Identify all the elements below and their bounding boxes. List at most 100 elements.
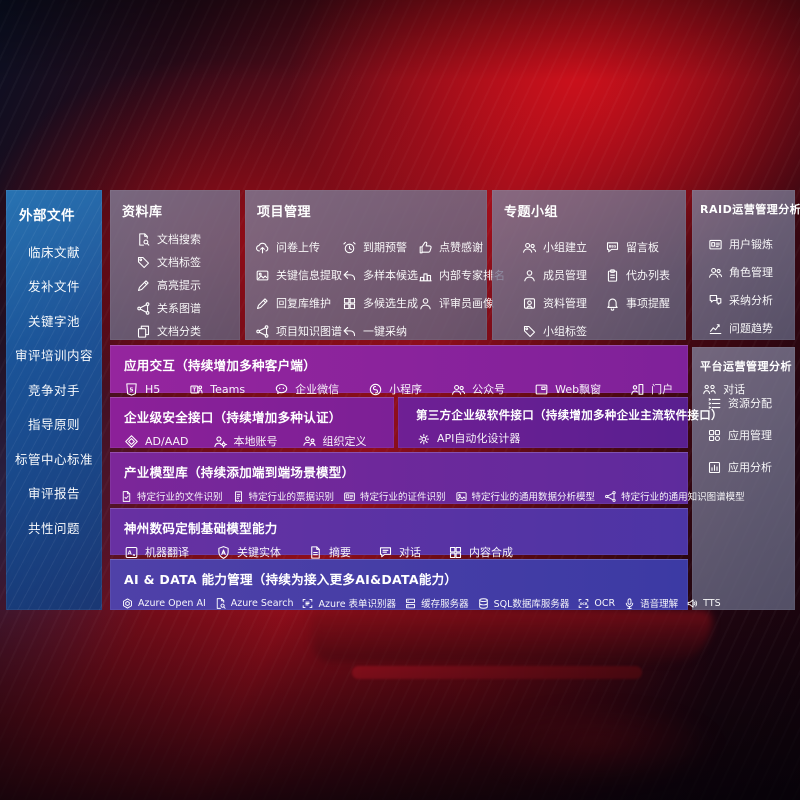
image-icon: [255, 268, 270, 283]
feature-item: 特定行业的通用数据分析模型: [455, 488, 596, 504]
feature-item: 文档标签: [136, 254, 201, 270]
feature-label: API自动化设计器: [437, 432, 521, 445]
feature-item: 门户: [630, 381, 673, 397]
feature-item: 问卷上传: [255, 239, 342, 255]
feature-label: 文档标签: [157, 256, 201, 269]
feature-label: 特定行业的通用数据分析模型: [471, 492, 596, 503]
chat-icon: [378, 545, 393, 560]
row-security-items: AD/AAD 本地账号 组织定义: [110, 429, 394, 449]
sidebar-item: 临床文献: [27, 244, 80, 260]
feature-column: 资源分配 应用管理 应用分析: [707, 395, 772, 475]
feature-item: 本地账号: [213, 433, 278, 449]
server-stack-icon: [404, 597, 417, 610]
feature-item: 项目知识图谱: [255, 323, 342, 339]
sidebar-item: 发补文件: [27, 279, 80, 295]
feature-item: 特定行业的通用知识图谱模型: [604, 488, 745, 504]
feature-label: 小组标签: [543, 325, 587, 338]
feature-label: Azure Open AI: [138, 597, 206, 609]
qa-icon: [708, 293, 723, 308]
feature-item: 应用分析: [707, 459, 772, 475]
feature-item: 对话: [702, 381, 745, 397]
person-icon: [418, 296, 433, 311]
row-base-models-title: 神州数码定制基础模型能力: [124, 521, 278, 536]
feature-item: 小组标签: [522, 323, 605, 339]
feature-column: 点赞感谢 内部专家排名 评审员画像: [418, 239, 505, 339]
feature-label: 资料管理: [543, 297, 587, 310]
feature-item: 小程序: [368, 381, 422, 397]
tag-icon: [136, 255, 151, 270]
feature-label: 企业微信: [295, 383, 340, 396]
panel-platform-title: 平台运营管理分析: [700, 360, 792, 373]
feature-item: 文档搜索: [136, 231, 201, 247]
sidebar-item: 关键字池: [27, 313, 80, 329]
external-files-panel: 外部文件 临床文献 发补文件 关键字池 审评培训内容 竞争对手 指导原则 标管中心标准 审评报…: [6, 190, 102, 610]
speaker-icon: [686, 597, 699, 610]
feature-label: 事项提醒: [626, 297, 670, 310]
float-window-icon: [534, 382, 549, 397]
panel-platform-items: 资源分配 应用管理 应用分析: [692, 381, 795, 475]
feature-label: 代办列表: [626, 269, 670, 282]
feature-label: 特定行业的通用知识图谱模型: [621, 492, 745, 503]
translate-icon: [124, 545, 139, 560]
external-files-title: 外部文件: [19, 208, 75, 224]
panel-topic-groups-title: 专题小组: [504, 205, 559, 220]
ad-icon: [124, 434, 139, 449]
feature-item: 成员管理: [522, 267, 605, 283]
feature-item: 语音理解: [623, 595, 678, 611]
feature-label: 应用分析: [728, 461, 772, 474]
feature-label: 公众号: [472, 383, 506, 396]
feature-label: 回复库维护: [276, 297, 331, 310]
feature-label: 一键采纳: [363, 325, 407, 338]
feature-item: Web飘窗: [534, 381, 601, 397]
portal-icon: [630, 382, 645, 397]
feature-item: 缓存服务器: [404, 595, 469, 611]
feature-item: 代办列表: [605, 267, 670, 283]
feature-item: 用户锻炼: [708, 236, 773, 252]
feature-label: 内部专家排名: [439, 269, 505, 282]
wechat-icon: [274, 382, 289, 397]
feature-item: TTS: [686, 595, 721, 611]
network-icon: [604, 490, 617, 503]
api-gear-icon: [416, 431, 431, 446]
monitor-bezel-shape: [312, 610, 712, 662]
row-security-title: 企业级安全接口（持续增加多种认证）: [124, 410, 342, 425]
puzzle-icon: [448, 545, 463, 560]
feature-item: 小组建立: [522, 239, 605, 255]
feature-label: 对话: [399, 546, 421, 559]
feature-label: 成员管理: [543, 269, 587, 282]
feature-item: 采纳分析: [708, 292, 773, 308]
feature-item: 机器翻译: [124, 544, 189, 560]
panel-raid-title: RAID运营管理分析: [700, 203, 800, 216]
feature-item: 关键实体: [216, 544, 281, 560]
row-models-title: 产业模型库（持续添加端到端场景模型）: [124, 465, 355, 480]
feature-label: 问卷上传: [276, 241, 320, 254]
row-ai-data-title: AI & DATA 能力管理（持续为接入更多AI&DATA能力）: [124, 572, 458, 587]
feature-label: 高亮提示: [157, 279, 201, 292]
feature-label: TTS: [703, 597, 721, 609]
feature-label: 应用管理: [728, 429, 772, 442]
feature-item: API自动化设计器: [416, 430, 520, 446]
row-custom-base-models: 神州数码定制基础模型能力 机器翻译 关键实体 摘要 对话 内容合成: [110, 508, 688, 559]
row-enterprise-security-api: 企业级安全接口（持续增加多种认证） AD/AAD 本地账号 组织定义: [110, 397, 394, 448]
clipboard-icon: [605, 268, 620, 283]
feature-label: 采纳分析: [729, 294, 773, 307]
bbs-icon: [605, 240, 620, 255]
feature-item: 内部专家排名: [418, 267, 505, 283]
feature-item: Teams: [189, 381, 245, 397]
thumb-icon: [418, 240, 433, 255]
feature-label: 特定行业的票据识别: [248, 492, 335, 503]
feature-item: 摘要: [308, 544, 351, 560]
dialog-icon: [702, 382, 717, 397]
feature-label: OCR: [594, 597, 616, 609]
row-thirdparty-title: 第三方企业级软件接口（持续增加多种企业主流软件接口）: [416, 408, 723, 422]
feature-item: AD/AAD: [124, 433, 189, 449]
row-thirdparty-items: API自动化设计器: [398, 426, 688, 446]
doc-icon: [308, 545, 323, 560]
feature-item: 角色管理: [708, 264, 773, 280]
row-app-interaction-items: H5 Teams 企业微信 小程序 公众号 Web飘窗 门户 对话: [110, 377, 745, 397]
ocr-icon: [577, 597, 590, 610]
album-icon: [522, 296, 537, 311]
sidebar-item: 标管中心标准: [14, 451, 93, 467]
feature-label: 摘要: [329, 546, 351, 559]
feature-item: Azure 表单识别器: [301, 595, 396, 611]
